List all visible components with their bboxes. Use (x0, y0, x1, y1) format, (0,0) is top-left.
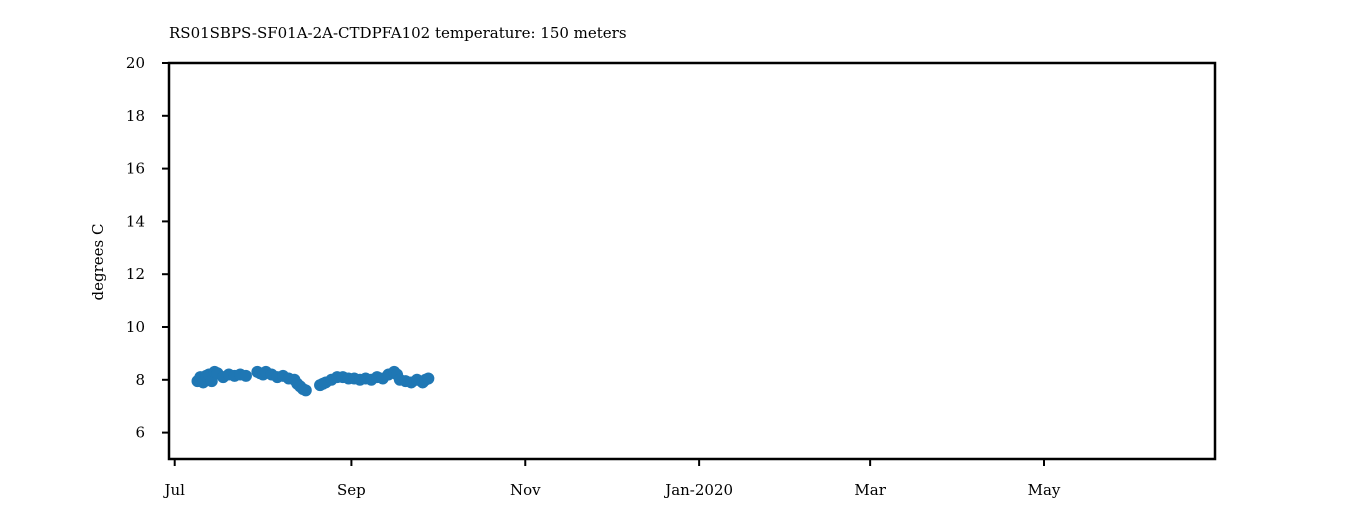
y-tick-label: 12 (126, 265, 145, 283)
y-tick-label: 18 (126, 107, 145, 125)
y-tick-label: 6 (135, 424, 145, 442)
x-tick-label: Mar (854, 481, 886, 499)
data-points (191, 365, 435, 397)
y-tick-label: 14 (126, 212, 145, 230)
x-tick-label: Jul (162, 481, 185, 499)
y-tick-label: 16 (126, 160, 145, 178)
x-tick-label: Jan-2020 (663, 481, 733, 499)
y-axis: 6 8 10 12 14 16 18 20 (126, 54, 169, 442)
x-tick-label: Nov (510, 481, 541, 499)
chart-title: RS01SBPS-SF01A-2A-CTDPFA102 temperature:… (169, 24, 627, 42)
x-axis: Jul Sep Nov Jan-2020 Mar May (162, 459, 1061, 499)
y-tick-label: 8 (135, 371, 145, 389)
data-point (299, 384, 312, 397)
y-tick-label: 20 (126, 54, 145, 72)
plot-frame (167, 61, 1217, 461)
x-tick-label: Sep (337, 481, 366, 499)
x-tick-label: May (1028, 481, 1061, 499)
y-axis-label: degrees C (89, 224, 107, 301)
data-point (239, 369, 252, 382)
data-point (422, 372, 435, 385)
y-tick-label: 10 (126, 318, 145, 336)
